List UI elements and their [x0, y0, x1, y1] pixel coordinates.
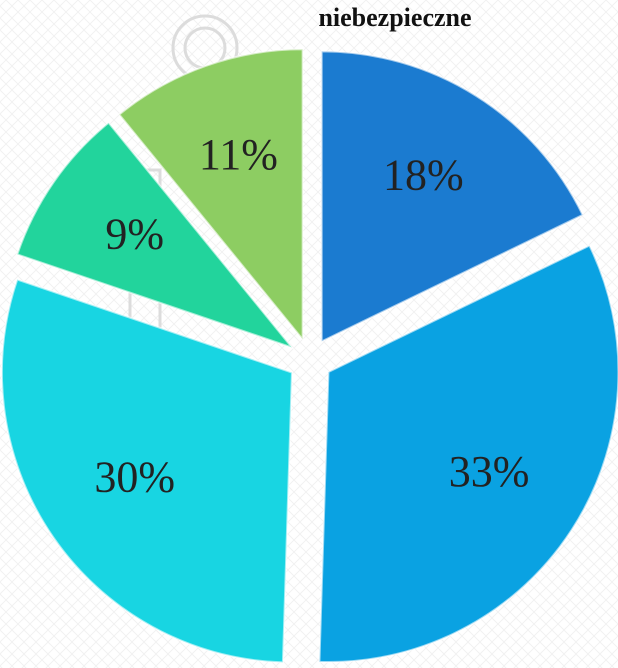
slice-label: 9% — [105, 209, 164, 258]
slice-label: 11% — [199, 130, 278, 179]
pie-slice — [15, 121, 295, 350]
slice-label: 18% — [383, 150, 464, 199]
chart-title: niebezpieczne — [318, 3, 471, 32]
slice-label: 33% — [449, 447, 530, 496]
pie: 18% 33% 30% 9% 11% — [0, 48, 618, 664]
pie-slice — [117, 48, 304, 343]
pie-slice — [0, 278, 293, 664]
pie-slice — [318, 244, 618, 663]
slice-label: 30% — [94, 453, 175, 502]
pie-slice — [320, 50, 585, 343]
